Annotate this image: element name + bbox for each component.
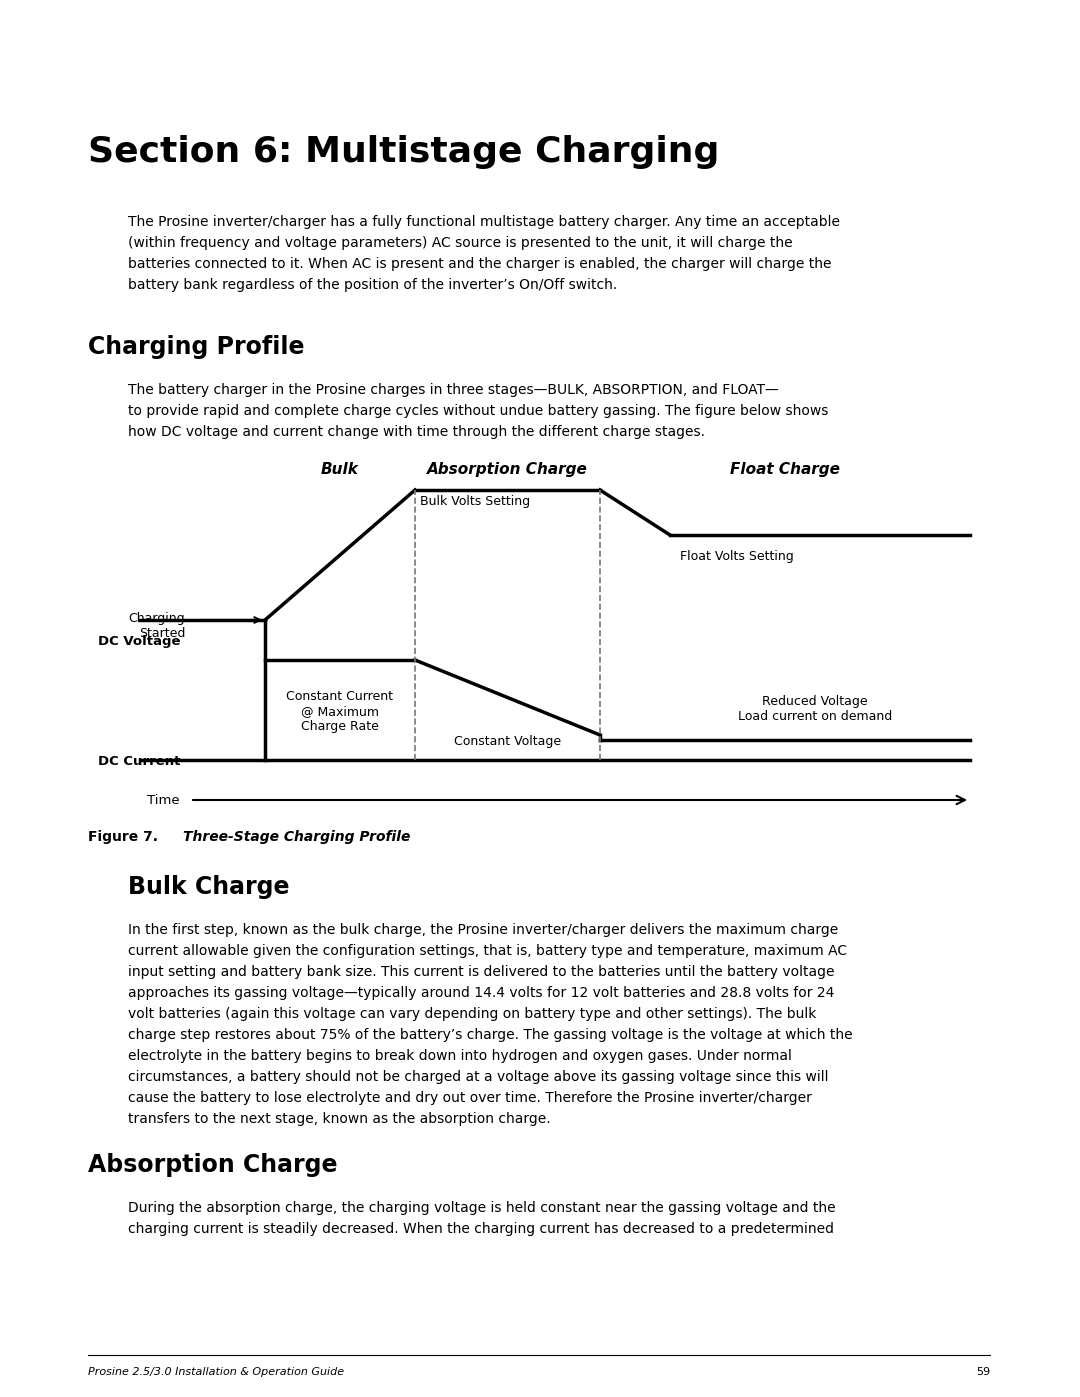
Text: Bulk Volts Setting: Bulk Volts Setting xyxy=(420,495,530,509)
Text: to provide rapid and complete charge cycles without undue battery gassing. The f: to provide rapid and complete charge cyc… xyxy=(129,404,828,418)
Text: transfers to the next stage, known as the absorption charge.: transfers to the next stage, known as th… xyxy=(129,1112,551,1126)
Text: charging current is steadily decreased. When the charging current has decreased : charging current is steadily decreased. … xyxy=(129,1222,834,1236)
Text: DC Voltage: DC Voltage xyxy=(98,636,180,648)
Text: electrolyte in the battery begins to break down into hydrogen and oxygen gases. : electrolyte in the battery begins to bre… xyxy=(129,1049,792,1063)
Text: Constant Voltage: Constant Voltage xyxy=(454,735,562,747)
Text: Time: Time xyxy=(147,793,180,806)
Text: Charging Profile: Charging Profile xyxy=(87,335,305,359)
Text: Float Charge: Float Charge xyxy=(730,462,840,476)
Text: Constant Current
@ Maximum
Charge Rate: Constant Current @ Maximum Charge Rate xyxy=(286,690,393,733)
Text: Prosine 2.5/3.0 Installation & Operation Guide: Prosine 2.5/3.0 Installation & Operation… xyxy=(87,1368,345,1377)
Text: volt batteries (again this voltage can vary depending on battery type and other : volt batteries (again this voltage can v… xyxy=(129,1007,816,1021)
Text: Three-Stage Charging Profile: Three-Stage Charging Profile xyxy=(183,830,410,844)
Text: 59: 59 xyxy=(976,1368,990,1377)
Text: Absorption Charge: Absorption Charge xyxy=(87,1153,337,1178)
Text: circumstances, a battery should not be charged at a voltage above its gassing vo: circumstances, a battery should not be c… xyxy=(129,1070,828,1084)
Text: current allowable given the configuration settings, that is, battery type and te: current allowable given the configuratio… xyxy=(129,944,847,958)
Text: battery bank regardless of the position of the inverter’s On/Off switch.: battery bank regardless of the position … xyxy=(129,278,618,292)
Text: Float Volts Setting: Float Volts Setting xyxy=(680,550,794,563)
Text: how DC voltage and current change with time through the different charge stages.: how DC voltage and current change with t… xyxy=(129,425,705,439)
Text: Charging
Started: Charging Started xyxy=(129,612,185,640)
Text: During the absorption charge, the charging voltage is held constant near the gas: During the absorption charge, the chargi… xyxy=(129,1201,836,1215)
Text: In the first step, known as the bulk charge, the Prosine inverter/charger delive: In the first step, known as the bulk cha… xyxy=(129,923,838,937)
Text: Bulk: Bulk xyxy=(321,462,359,476)
Text: cause the battery to lose electrolyte and dry out over time. Therefore the Prosi: cause the battery to lose electrolyte an… xyxy=(129,1091,812,1105)
Text: Bulk Charge: Bulk Charge xyxy=(129,875,289,900)
Text: Figure 7.: Figure 7. xyxy=(87,830,167,844)
Text: The Prosine inverter/charger has a fully functional multistage battery charger. : The Prosine inverter/charger has a fully… xyxy=(129,215,840,229)
Text: The battery charger in the Prosine charges in three stages—BULK, ABSORPTION, and: The battery charger in the Prosine charg… xyxy=(129,383,779,397)
Text: DC Current: DC Current xyxy=(98,754,180,768)
Text: charge step restores about 75% of the battery’s charge. The gassing voltage is t: charge step restores about 75% of the ba… xyxy=(129,1028,852,1042)
Text: Absorption Charge: Absorption Charge xyxy=(427,462,588,476)
Text: (within frequency and voltage parameters) AC source is presented to the unit, it: (within frequency and voltage parameters… xyxy=(129,236,793,250)
Text: Reduced Voltage
Load current on demand: Reduced Voltage Load current on demand xyxy=(738,694,892,724)
Text: Section 6: Multistage Charging: Section 6: Multistage Charging xyxy=(87,136,719,169)
Text: input setting and battery bank size. This current is delivered to the batteries : input setting and battery bank size. Thi… xyxy=(129,965,835,979)
Text: approaches its gassing voltage—typically around 14.4 volts for 12 volt batteries: approaches its gassing voltage—typically… xyxy=(129,986,835,1000)
Text: batteries connected to it. When AC is present and the charger is enabled, the ch: batteries connected to it. When AC is pr… xyxy=(129,257,832,271)
